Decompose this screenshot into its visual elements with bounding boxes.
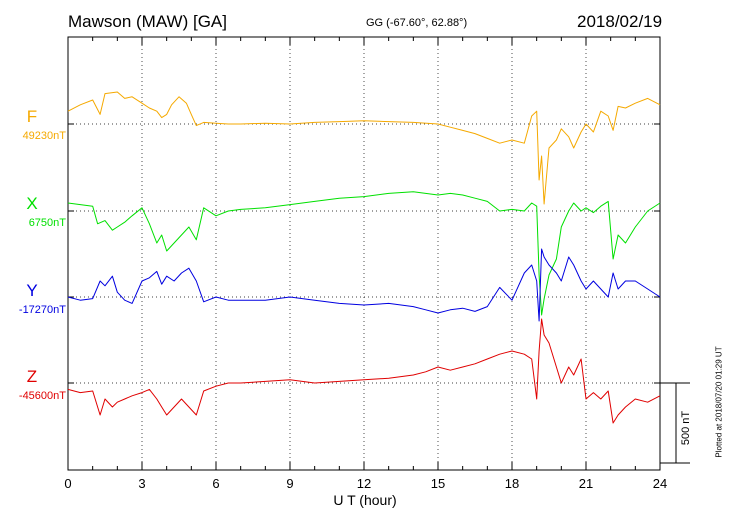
baseline-label-f: 49230nT bbox=[22, 130, 66, 142]
x-tick-label: 3 bbox=[138, 476, 146, 491]
series-name-x: X bbox=[26, 194, 38, 213]
series-name-z: Z bbox=[26, 367, 38, 386]
series-line-f bbox=[67, 91, 661, 205]
scale-bar-label: 500 nT bbox=[680, 410, 692, 446]
chart-date: 2018/02/19 bbox=[577, 12, 663, 31]
grid-lines bbox=[68, 37, 660, 470]
baseline-label-x: 6750nT bbox=[28, 217, 66, 229]
scale-bar bbox=[660, 382, 690, 464]
baseline-label-y: -17270nT bbox=[18, 304, 66, 316]
geographic-coordinates: GG (-67.60°, 62.88°) bbox=[366, 17, 468, 29]
x-tick-label: 6 bbox=[212, 476, 220, 491]
x-tick-label: 15 bbox=[430, 476, 446, 491]
station-title: Mawson (MAW) [GA] bbox=[68, 12, 227, 31]
series-line-z bbox=[67, 318, 661, 424]
x-tick-label: 21 bbox=[578, 476, 594, 491]
baseline-label-z: -45600nT bbox=[18, 390, 66, 402]
series-name-f: F bbox=[26, 107, 38, 126]
series-name-y: Y bbox=[26, 281, 38, 300]
x-tick-label: 0 bbox=[64, 476, 72, 491]
x-tick-label: 9 bbox=[286, 476, 294, 491]
series-layer bbox=[67, 91, 661, 424]
series-line-y bbox=[67, 248, 661, 322]
x-axis-label: U T (hour) bbox=[333, 492, 397, 508]
series-line-x bbox=[67, 191, 661, 316]
x-tick-label: 12 bbox=[356, 476, 372, 491]
plotted-timestamp: Plotted at 2018/07/20 01:29 UT bbox=[714, 346, 724, 458]
x-tick-label: 24 bbox=[652, 476, 668, 491]
x-tick-label: 18 bbox=[504, 476, 520, 491]
